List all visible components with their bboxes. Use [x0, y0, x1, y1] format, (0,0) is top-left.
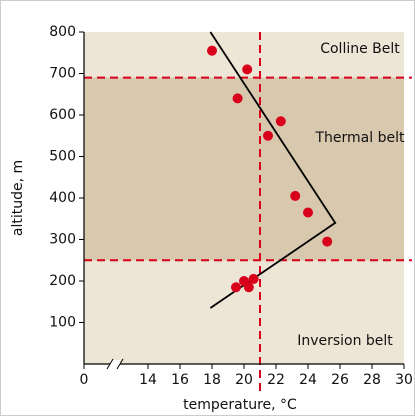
x-tick-label: 0	[80, 372, 89, 388]
x-axis-label: temperature, °C	[183, 397, 297, 413]
y-axis-label: altitude, m	[10, 160, 26, 236]
data-point	[290, 190, 301, 201]
data-point	[243, 282, 254, 293]
annotation: Inversion belt	[297, 333, 393, 349]
data-point	[207, 45, 217, 56]
y-tick-label: 600	[49, 107, 76, 123]
x-tick-label: 16	[171, 372, 189, 388]
y-tick-label: 800	[49, 24, 76, 40]
data-point	[232, 93, 243, 104]
x-tick-label: 20	[235, 372, 253, 388]
data-point	[322, 236, 333, 247]
x-tick-label: 14	[139, 372, 157, 388]
x-tick-label: 30	[395, 372, 413, 388]
y-tick-label: 300	[49, 232, 76, 248]
x-tick-label: 24	[299, 372, 317, 388]
y-tick-label: 700	[49, 66, 76, 82]
data-point	[248, 273, 259, 284]
annotation: Colline Belt	[320, 41, 400, 57]
band	[84, 77, 404, 261]
annotation: Thermal belt	[315, 130, 405, 146]
y-tick-label: 200	[49, 273, 76, 289]
data-point	[303, 207, 313, 218]
x-tick-label: 18	[203, 372, 221, 388]
x-tick-label: 22	[267, 372, 285, 388]
data-point	[242, 64, 253, 75]
y-tick-label: 100	[49, 315, 76, 331]
y-tick-label: 500	[49, 149, 76, 165]
x-tick-label: 28	[363, 372, 381, 388]
axis-break-gap	[110, 360, 120, 368]
y-tick-label: 400	[49, 190, 76, 206]
data-point	[275, 116, 286, 127]
axis-break	[116, 358, 124, 370]
data-point	[231, 282, 241, 293]
x-tick-label: 26	[331, 372, 349, 388]
axis-break	[106, 358, 114, 370]
data-point	[263, 130, 273, 141]
